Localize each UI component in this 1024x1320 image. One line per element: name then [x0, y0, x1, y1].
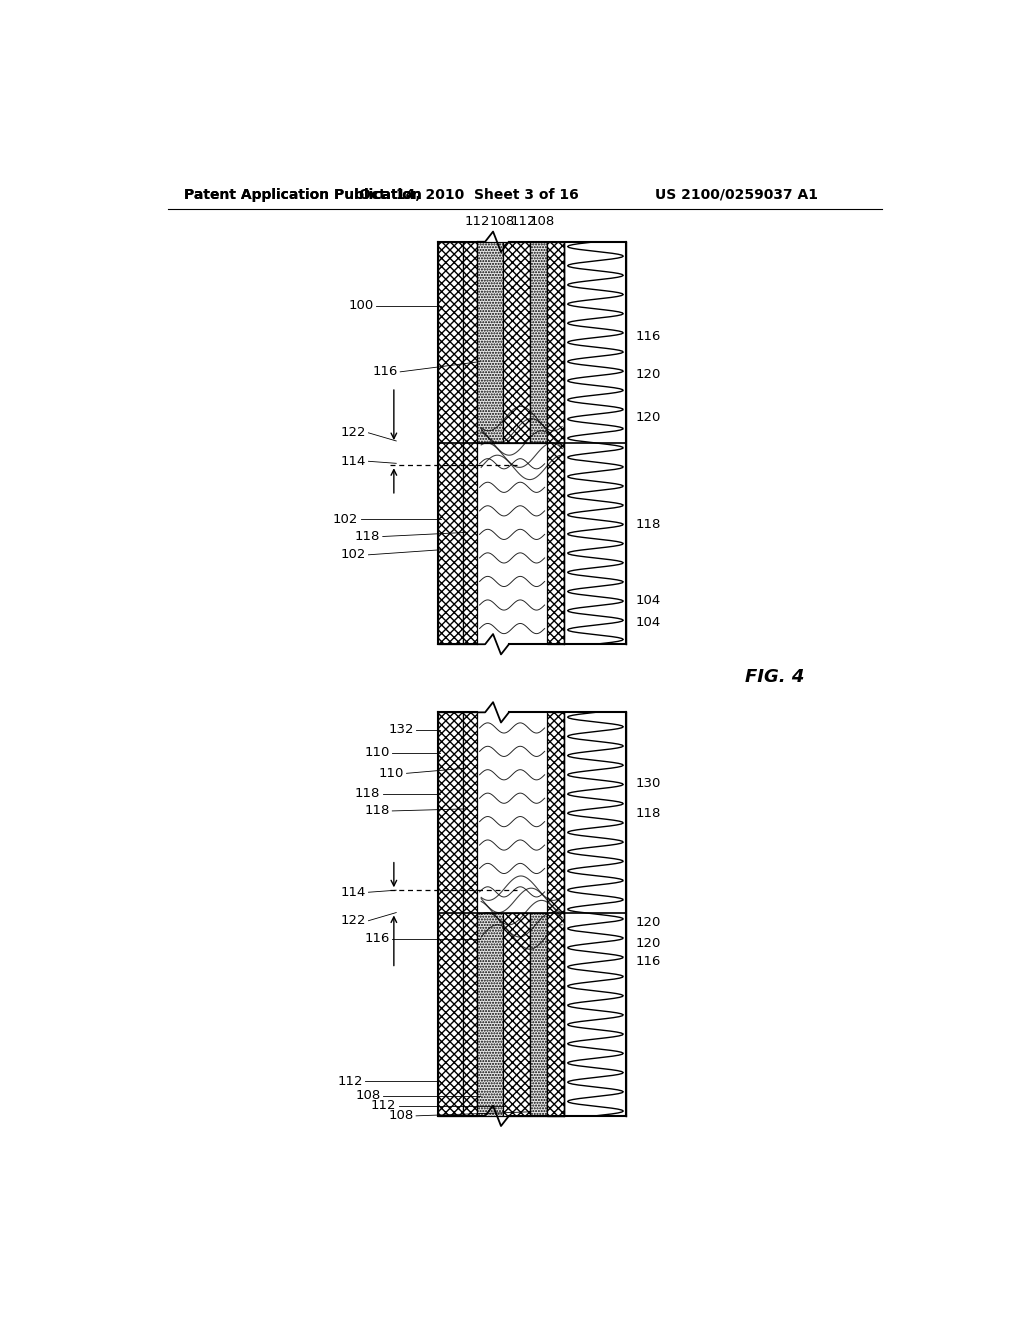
Bar [504, 912, 529, 1115]
Text: 100: 100 [349, 300, 374, 313]
Text: 120: 120 [636, 368, 662, 381]
Text: 112: 112 [465, 215, 489, 227]
Text: 108: 108 [529, 215, 555, 227]
Text: 112: 112 [371, 1100, 396, 1113]
Bar [463, 242, 477, 644]
Text: FIG. 4: FIG. 4 [745, 668, 805, 686]
Text: 132: 132 [388, 723, 414, 737]
Text: 118: 118 [355, 531, 380, 543]
Text: Patent Application Publication: Patent Application Publication [183, 187, 421, 202]
Text: 118: 118 [365, 804, 390, 817]
Text: 108: 108 [388, 1109, 414, 1122]
Bar [547, 242, 564, 644]
Text: 116: 116 [636, 954, 662, 968]
Text: 114: 114 [341, 886, 367, 899]
Text: 108: 108 [355, 1089, 380, 1102]
Text: 116: 116 [636, 330, 662, 343]
Text: 102: 102 [333, 512, 358, 525]
Text: 112: 112 [337, 1074, 362, 1088]
Bar [529, 242, 547, 444]
Bar [437, 713, 463, 1115]
Bar [547, 912, 564, 1115]
Text: 118: 118 [636, 517, 662, 531]
Bar [477, 912, 504, 1115]
Bar [547, 713, 564, 1115]
Text: 110: 110 [379, 767, 404, 780]
Text: 118: 118 [355, 787, 380, 800]
Bar [477, 242, 504, 444]
Text: 110: 110 [365, 747, 390, 759]
Bar [529, 912, 547, 1115]
Text: 114: 114 [341, 455, 367, 467]
Text: Oct. 14, 2010  Sheet 3 of 16: Oct. 14, 2010 Sheet 3 of 16 [359, 187, 580, 202]
Text: 118: 118 [636, 808, 662, 821]
Text: 120: 120 [636, 411, 662, 424]
Text: 104: 104 [636, 616, 662, 630]
Bar [547, 242, 564, 444]
Text: 112: 112 [510, 215, 536, 227]
Bar [463, 713, 477, 1115]
Text: 122: 122 [341, 426, 367, 440]
Text: 104: 104 [636, 594, 662, 607]
Text: 130: 130 [636, 777, 662, 789]
Text: US 2100/0259037 A1: US 2100/0259037 A1 [655, 187, 818, 202]
Text: 120: 120 [636, 916, 662, 929]
Bar [504, 242, 529, 444]
Text: 116: 116 [373, 366, 397, 379]
Text: 108: 108 [489, 215, 515, 227]
Text: 116: 116 [365, 932, 390, 945]
Text: 122: 122 [341, 915, 367, 927]
Text: 120: 120 [636, 937, 662, 949]
Text: Patent Application Publication: Patent Application Publication [183, 187, 421, 202]
Text: 102: 102 [341, 548, 367, 561]
Bar [437, 242, 463, 644]
